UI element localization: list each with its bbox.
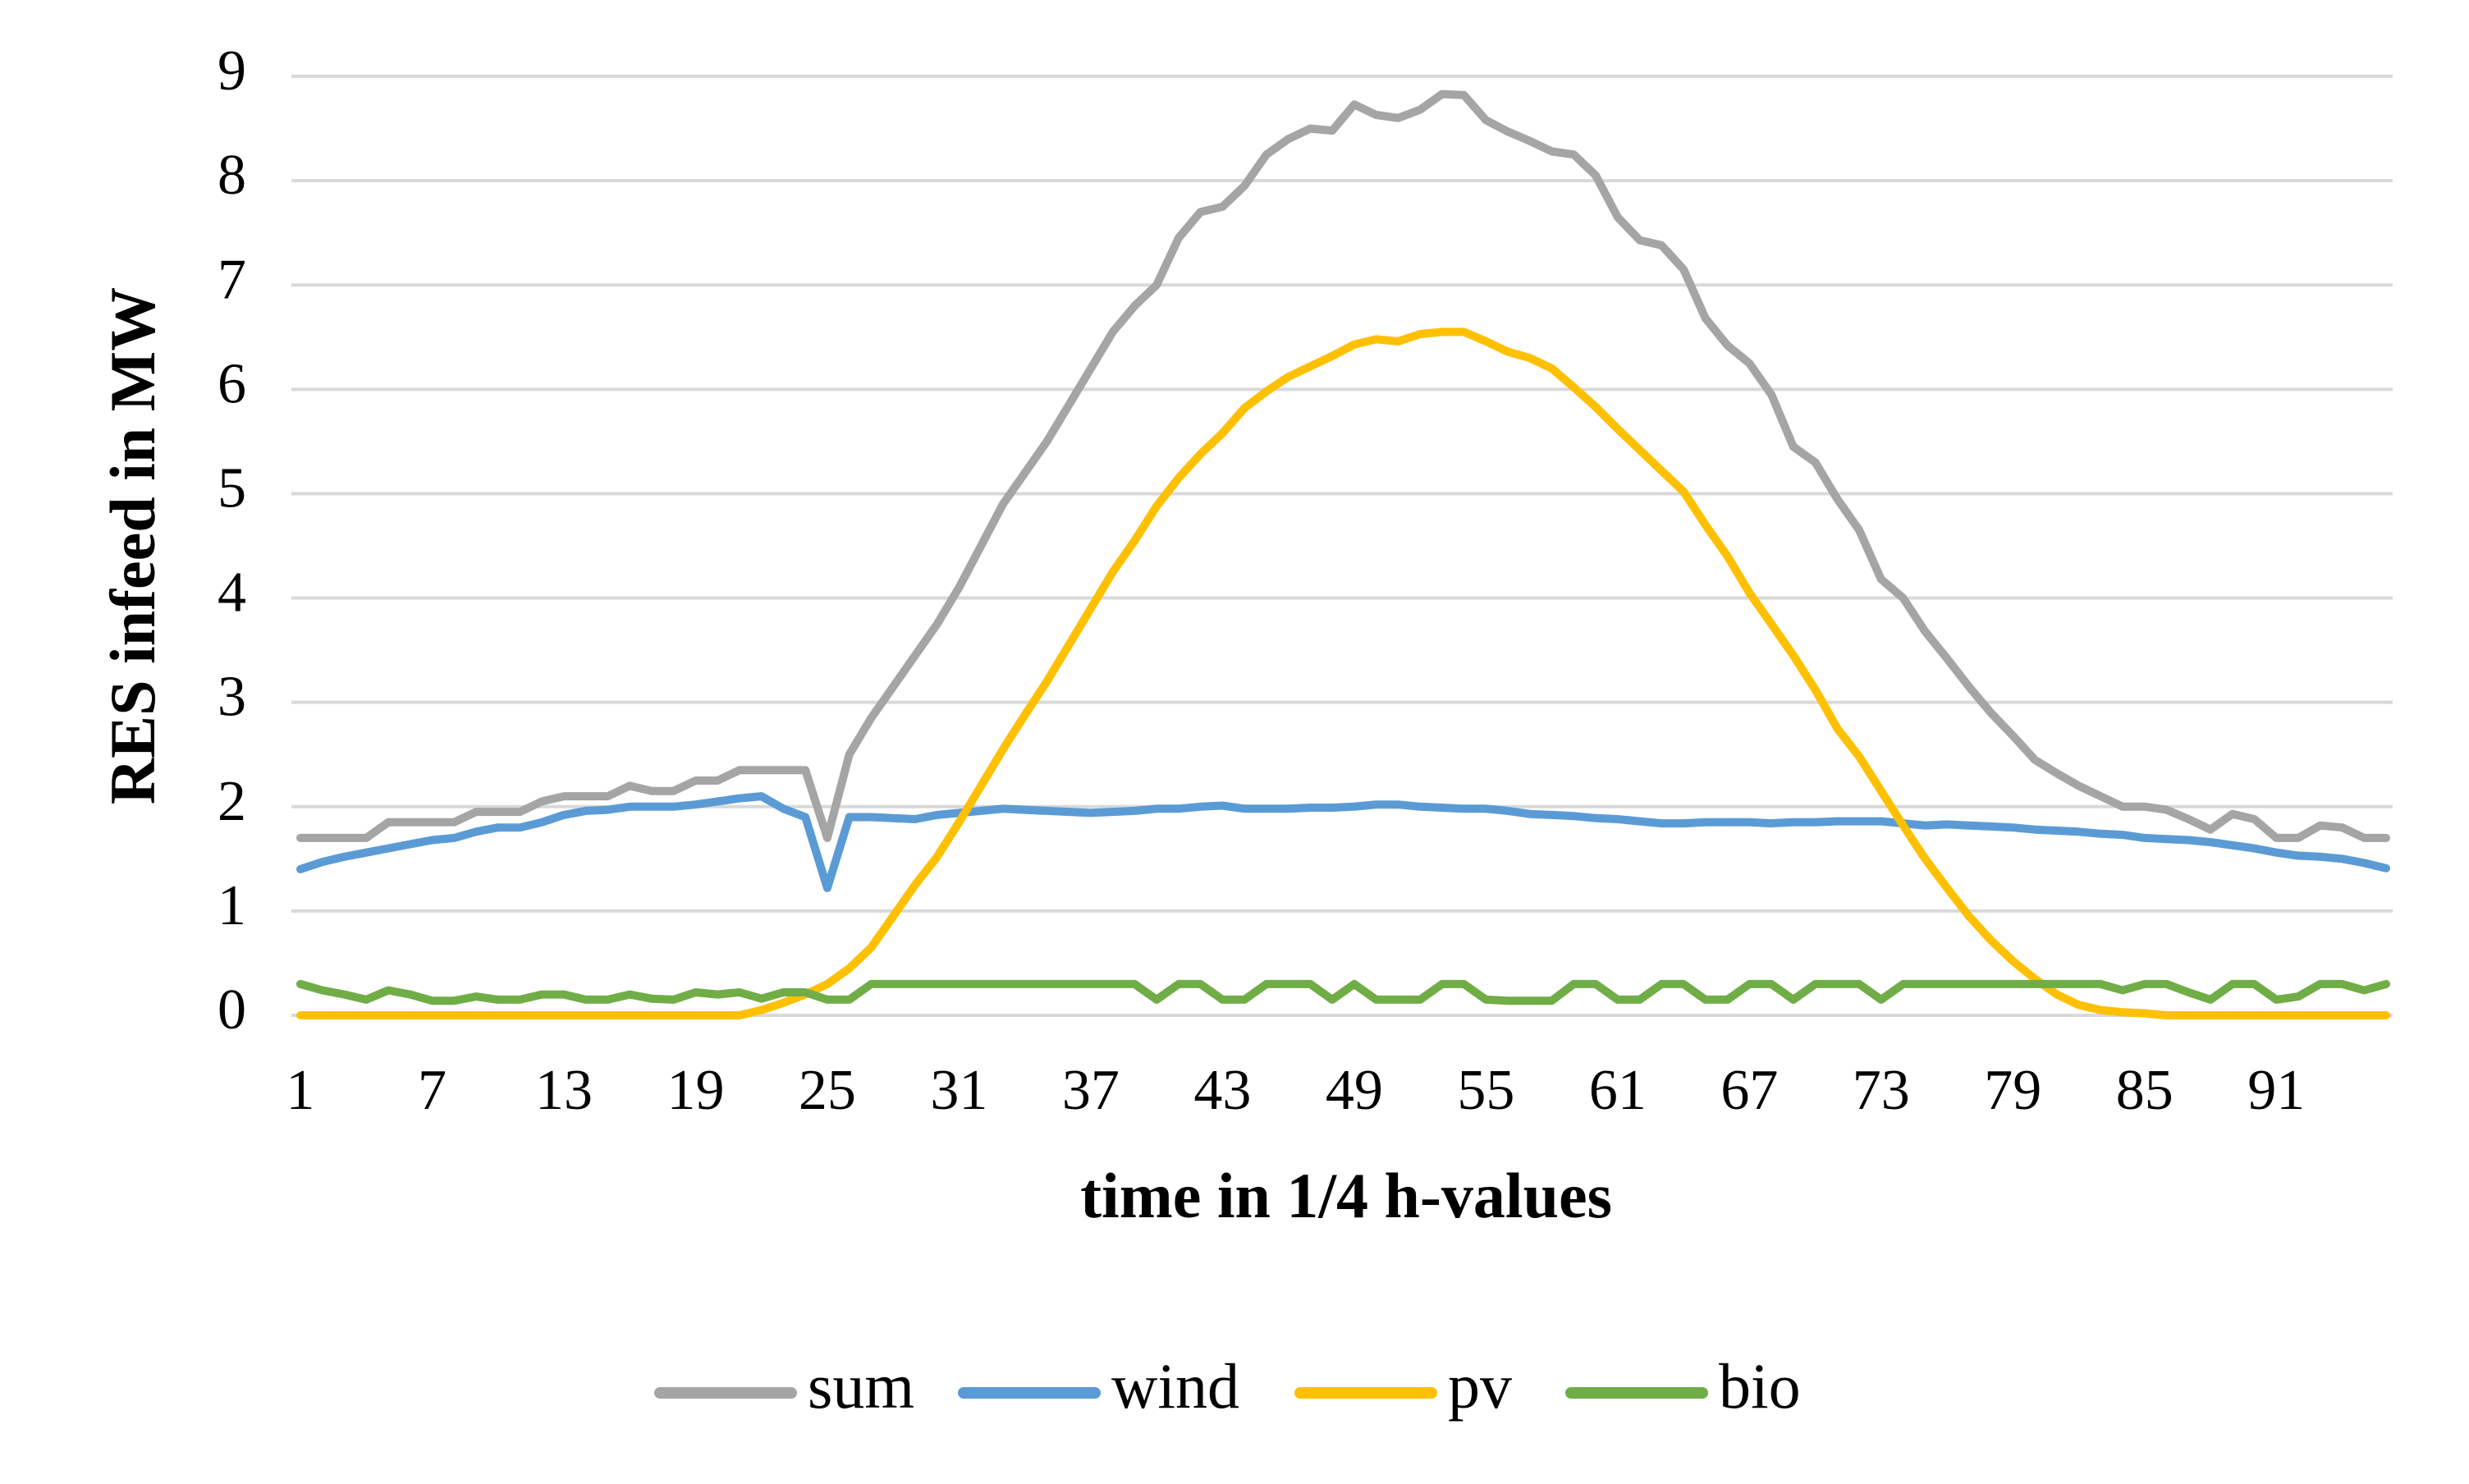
x-tick-label: 91: [2247, 1059, 2305, 1122]
x-tick-label: 19: [666, 1059, 724, 1122]
series-line: [296, 89, 2390, 842]
x-tick-label: 73: [1853, 1059, 1910, 1122]
y-tick-label: 6: [218, 352, 246, 415]
x-tick-label: 49: [1326, 1059, 1383, 1122]
legend-label: wind: [1111, 1350, 1239, 1422]
x-tick-label: 37: [1062, 1059, 1120, 1122]
series-line: [296, 792, 2390, 892]
y-tick-label: 3: [218, 666, 246, 729]
x-tick-label: 55: [1457, 1059, 1514, 1122]
x-tick-label: 61: [1589, 1059, 1647, 1122]
x-tick-label: 31: [930, 1059, 987, 1122]
x-tick-label: 25: [799, 1059, 856, 1122]
legend-label: pv: [1448, 1350, 1512, 1422]
y-tick-label: 1: [218, 874, 246, 937]
x-tick-label: 79: [1984, 1059, 2041, 1122]
y-tick-label: 4: [218, 561, 246, 625]
x-tick-label: 85: [2116, 1059, 2174, 1122]
x-tick-label: 67: [1720, 1059, 1778, 1122]
series-line: [296, 979, 2390, 1005]
y-tick-label: 9: [218, 39, 246, 103]
x-tick-label: 13: [535, 1059, 593, 1122]
x-tick-label: 43: [1193, 1059, 1251, 1122]
y-tick-label: 8: [218, 144, 246, 207]
y-tick-label: 0: [218, 978, 246, 1042]
x-tick-label: 1: [286, 1059, 315, 1122]
y-tick-label: 7: [218, 248, 246, 311]
y-tick-label: 2: [218, 770, 246, 833]
y-axis-title: RES infeed in MW: [97, 287, 168, 805]
x-tick-label: 7: [418, 1059, 447, 1122]
y-tick-label: 5: [218, 457, 246, 520]
x-axis-title: time in 1/4 h-values: [1080, 1160, 1612, 1231]
series-line: [296, 327, 2390, 1019]
legend-label: sum: [808, 1350, 914, 1422]
legend-label: bio: [1719, 1350, 1801, 1422]
